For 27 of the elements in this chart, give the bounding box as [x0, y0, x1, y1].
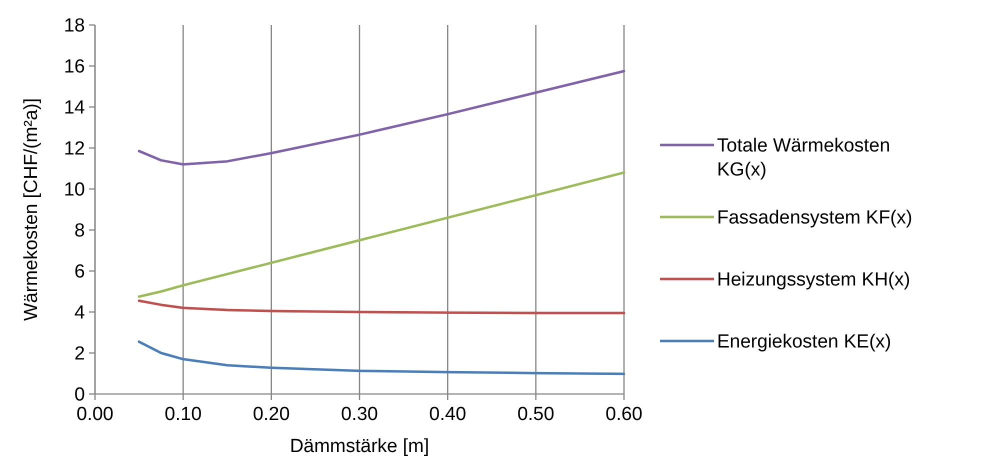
y-tick-label: 16 [64, 56, 85, 78]
y-tick-label: 10 [64, 180, 85, 201]
y-tick-label: 8 [74, 220, 85, 242]
y-tick-label: 14 [64, 98, 86, 119]
x-axis-title: Dämmstärke [m] [290, 436, 430, 457]
legend-label: Totale Wärmekosten KG(x) [717, 136, 890, 180]
x-tick-label: 0.30 [341, 404, 378, 425]
line-series [138, 299, 626, 314]
x-tick-label: 0.50 [517, 404, 554, 425]
y-tick-label: 4 [74, 302, 86, 324]
y-tick-label: 18 [64, 16, 85, 37]
y-tick-label: 0 [74, 384, 85, 406]
line-series [138, 171, 626, 298]
x-tick-label: 0.60 [606, 404, 642, 425]
x-tick-label: 0.00 [76, 404, 114, 425]
y-axis-title: Wärmekosten [CHF/(m²a)] [21, 98, 42, 321]
legend-label: Heizungssystem KH(x) [717, 270, 910, 291]
x-tick-label: 0.10 [164, 404, 202, 425]
y-tick-label: 2 [74, 344, 85, 365]
x-tick-label: 0.20 [252, 404, 290, 425]
line-series [138, 340, 626, 376]
x-tick-label: 0.40 [429, 404, 466, 425]
legend-label: Fassadensystem KF(x) [717, 208, 912, 229]
line-series [138, 70, 626, 166]
legend-label: Energiekosten KE(x) [717, 332, 892, 353]
y-tick-label: 12 [64, 138, 85, 160]
y-tick-label: 6 [74, 262, 85, 283]
